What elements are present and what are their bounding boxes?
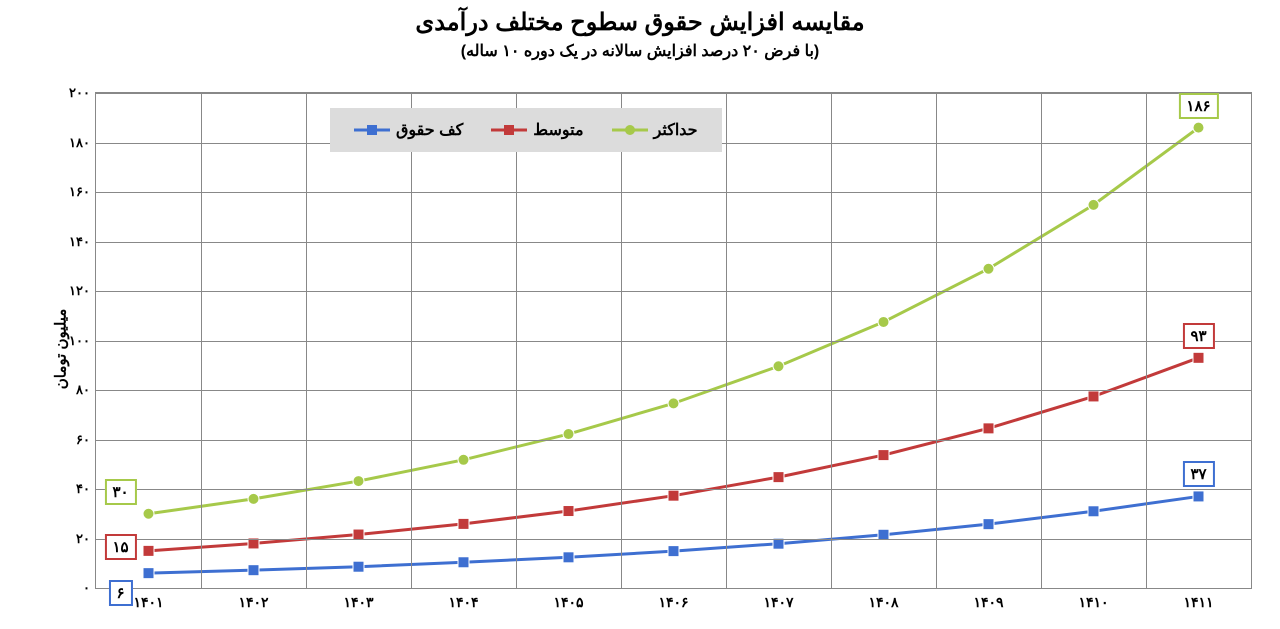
data-label-average: ۹۳ <box>1182 323 1214 349</box>
y-tick-label: ۶۰ <box>76 432 96 448</box>
series-marker-average <box>248 538 259 549</box>
x-tick-label: ۱۴۰۸ <box>868 588 898 611</box>
y-tick-label: ۰ <box>83 580 96 596</box>
grid-line-horizontal <box>96 341 1251 342</box>
series-marker-maximum <box>563 429 574 440</box>
grid-line-horizontal <box>96 440 1251 441</box>
x-tick-label: ۱۴۰۱ <box>133 588 163 611</box>
grid-line-vertical <box>621 93 622 588</box>
series-marker-average <box>1193 352 1204 363</box>
grid-line-horizontal <box>96 390 1251 391</box>
series-marker-maximum <box>1193 122 1204 133</box>
x-tick-label: ۱۴۰۷ <box>763 588 793 611</box>
series-marker-average <box>878 450 889 461</box>
chart-title: مقایسه افزایش حقوق سطوح مختلف درآمدی <box>0 0 1280 37</box>
legend-marker-maximum <box>612 123 648 137</box>
data-label-maximum: ۳۰ <box>104 479 136 505</box>
series-marker-average <box>563 506 574 517</box>
x-tick-label: ۱۴۰۵ <box>553 588 583 611</box>
chart-subtitle: (با فرض ۲۰ درصد افزایش سالانه در یک دوره… <box>0 37 1280 61</box>
grid-line-vertical <box>726 93 727 588</box>
legend-marker-minimum <box>354 123 390 137</box>
x-tick-label: ۱۴۰۹ <box>973 588 1003 611</box>
series-marker-maximum <box>353 476 364 487</box>
y-tick-label: ۱۸۰ <box>69 135 96 151</box>
grid-line-horizontal <box>96 291 1251 292</box>
legend-item-average: متوسط <box>491 120 583 140</box>
grid-line-vertical <box>1041 93 1042 588</box>
grid-line-vertical <box>516 93 517 588</box>
y-tick-label: ۱۲۰ <box>69 283 96 299</box>
series-marker-minimum <box>1088 506 1099 517</box>
series-marker-average <box>668 490 679 501</box>
grid-line-vertical <box>1146 93 1147 588</box>
grid-line-vertical <box>201 93 202 588</box>
series-marker-average <box>458 518 469 529</box>
series-marker-maximum <box>773 361 784 372</box>
series-marker-maximum <box>1088 199 1099 210</box>
plot-area: ۰۲۰۴۰۶۰۸۰۱۰۰۱۲۰۱۴۰۱۶۰۱۸۰۲۰۰۱۴۰۱۱۴۰۲۱۴۰۳۱… <box>95 92 1252 589</box>
x-tick-label: ۱۴۰۲ <box>238 588 268 611</box>
y-tick-label: ۲۰ <box>76 531 96 547</box>
series-marker-minimum <box>143 568 154 579</box>
series-marker-minimum <box>668 546 679 557</box>
series-marker-maximum <box>458 454 469 465</box>
legend-item-maximum: حداکثر <box>612 120 698 140</box>
grid-line-vertical <box>936 93 937 588</box>
x-tick-label: ۱۴۱۱ <box>1183 588 1213 611</box>
legend-label-maximum: حداکثر <box>654 120 698 140</box>
grid-line-vertical <box>831 93 832 588</box>
x-tick-label: ۱۴۱۰ <box>1078 588 1108 611</box>
series-marker-minimum <box>563 552 574 563</box>
series-marker-average <box>983 423 994 434</box>
y-axis-title: میلیون تومان <box>51 308 69 389</box>
series-marker-average <box>773 472 784 483</box>
grid-line-vertical <box>306 93 307 588</box>
data-label-minimum: ۳۷ <box>1182 461 1214 487</box>
legend: کف حقوق متوسط حداکثر <box>330 108 722 152</box>
grid-line-horizontal <box>96 93 1251 94</box>
series-marker-minimum <box>248 565 259 576</box>
x-tick-label: ۱۴۰۳ <box>343 588 373 611</box>
series-marker-average <box>143 545 154 556</box>
y-tick-label: ۱۰۰ <box>69 333 96 349</box>
y-tick-label: ۴۰ <box>76 481 96 497</box>
grid-line-horizontal <box>96 242 1251 243</box>
chart-container: مقایسه افزایش حقوق سطوح مختلف درآمدی (با… <box>0 0 1280 629</box>
x-tick-label: ۱۴۰۴ <box>448 588 478 611</box>
legend-item-minimum: کف حقوق <box>354 120 463 140</box>
series-marker-maximum <box>143 508 154 519</box>
y-tick-label: ۱۶۰ <box>69 184 96 200</box>
series-marker-minimum <box>773 538 784 549</box>
y-tick-label: ۸۰ <box>76 382 96 398</box>
series-marker-maximum <box>983 263 994 274</box>
series-marker-minimum <box>458 557 469 568</box>
series-marker-minimum <box>983 519 994 530</box>
grid-line-horizontal <box>96 539 1251 540</box>
data-label-minimum: ۶ <box>108 580 132 606</box>
legend-label-average: متوسط <box>533 120 583 140</box>
series-marker-maximum <box>248 493 259 504</box>
data-label-average: ۱۵ <box>104 534 136 560</box>
series-marker-minimum <box>353 561 364 572</box>
grid-line-vertical <box>411 93 412 588</box>
legend-label-minimum: کف حقوق <box>396 120 463 140</box>
y-tick-label: ۱۴۰ <box>69 234 96 250</box>
legend-marker-average <box>491 123 527 137</box>
y-tick-label: ۲۰۰ <box>69 85 96 101</box>
grid-line-horizontal <box>96 489 1251 490</box>
grid-line-horizontal <box>96 192 1251 193</box>
series-marker-maximum <box>668 398 679 409</box>
series-marker-maximum <box>878 316 889 327</box>
x-tick-label: ۱۴۰۶ <box>658 588 688 611</box>
series-marker-average <box>1088 391 1099 402</box>
data-label-maximum: ۱۸۶ <box>1178 93 1218 119</box>
series-marker-minimum <box>1193 491 1204 502</box>
